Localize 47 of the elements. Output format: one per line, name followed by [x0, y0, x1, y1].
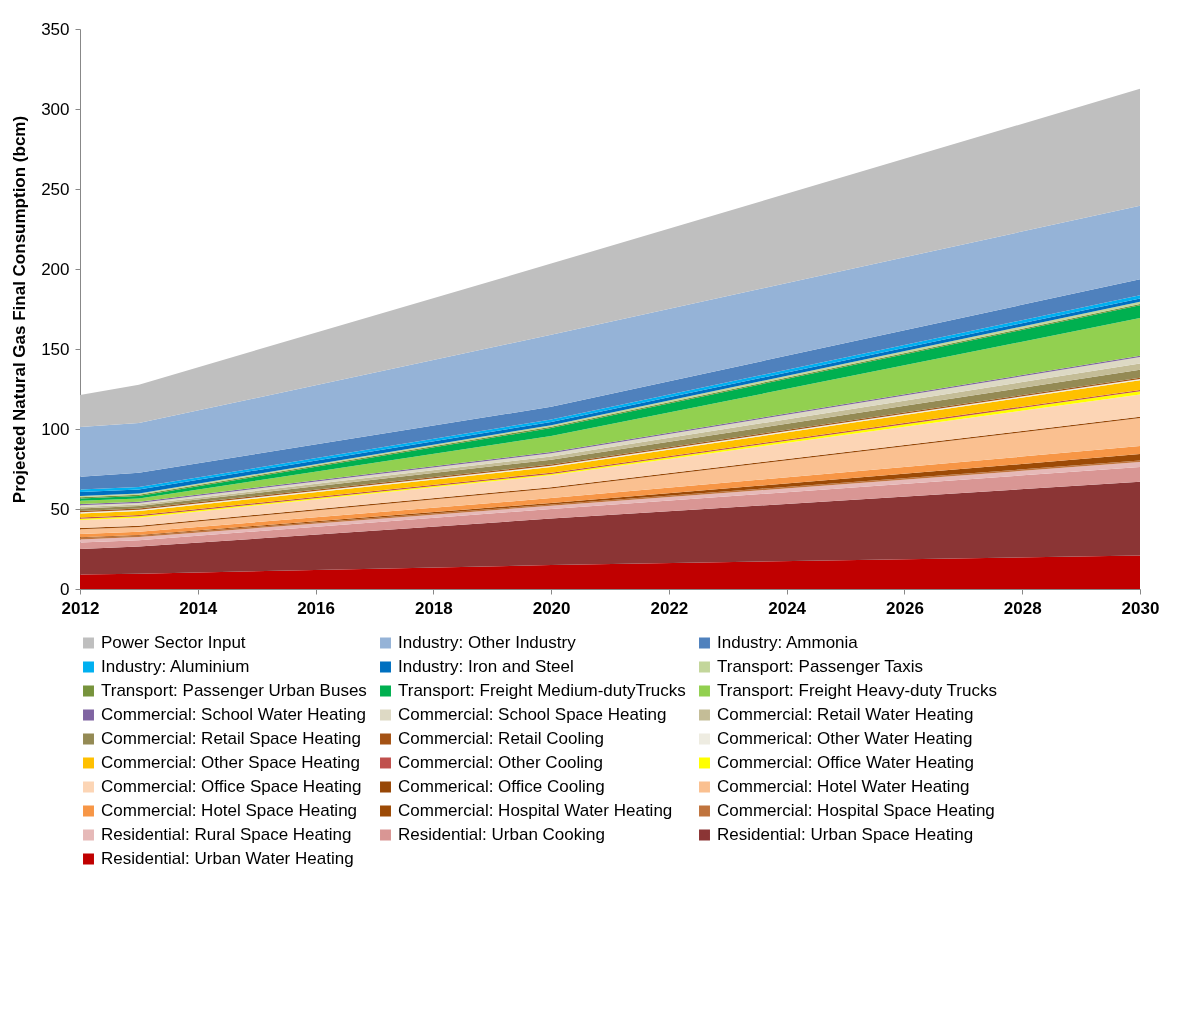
legend-label: Commerical: Other Water Heating — [717, 729, 973, 748]
y-tick-label: 200 — [41, 259, 70, 279]
legend-label: Industry: Iron and Steel — [398, 657, 574, 676]
legend-label: Commercial: Hotel Space Heating — [101, 801, 358, 820]
y-tick-label: 150 — [41, 339, 70, 359]
legend-label: Commercial: Office Water Heating — [717, 753, 974, 772]
x-tick-label: 2030 — [1121, 598, 1160, 618]
y-tick-label: 250 — [41, 179, 70, 199]
y-axis-title: Projected Natural Gas Final Consumption (bcm) — [10, 115, 30, 504]
legend-label: Power Sector Input — [101, 633, 246, 652]
legend-label: Commercial: Other Cooling — [398, 753, 604, 772]
legend-label: Transport: Freight Medium-dutyTrucks — [398, 681, 686, 700]
legend-label: Transport: Passenger Taxis — [717, 657, 923, 676]
legend-label: Residential: Rural Space Heating — [101, 825, 352, 844]
legend-label: Commerical: Office Cooling — [398, 777, 605, 796]
x-tick-label: 2018 — [414, 598, 453, 618]
x-tick-label: 2026 — [886, 598, 924, 618]
x-tick-label: 2014 — [179, 598, 218, 618]
legend-label: Industry: Ammonia — [717, 633, 859, 652]
legend-label: Residential: Urban Space Heating — [717, 825, 974, 844]
y-tick-label: 300 — [41, 99, 70, 119]
legend-label: Commercial: Hospital Water Heating — [398, 801, 673, 820]
legend-label: Commercial: Retail Cooling — [398, 729, 604, 748]
legend-label: Commercial: School Space Heating — [398, 705, 667, 724]
y-tick-label: 0 — [60, 579, 70, 599]
x-tick-label: 2028 — [1003, 598, 1042, 618]
legend-label: Commercial: Hospital Space Heating — [717, 801, 995, 820]
legend-label: Residential: Urban Cooking — [398, 825, 605, 844]
y-tick-label: 100 — [41, 419, 70, 439]
legend-label: Commercial: Retail Space Heating — [101, 729, 361, 748]
legend-label: Commercial: Office Space Heating — [101, 777, 362, 796]
legend-label: Industry: Aluminium — [101, 657, 250, 676]
x-tick-label: 2020 — [532, 598, 571, 618]
legend-label: Transport: Passenger Urban Buses — [101, 681, 367, 700]
legend-label: Commercial: School Water Heating — [101, 705, 366, 724]
legend-label: Transport: Freight Heavy-duty Trucks — [717, 681, 997, 700]
x-tick-label: 2016 — [297, 598, 335, 618]
legend-label: Commercial: Retail Water Heating — [717, 705, 974, 724]
legend-label: Commercial: Other Space Heating — [101, 753, 360, 772]
y-tick-label: 50 — [50, 499, 70, 519]
x-tick-label: 2024 — [768, 598, 807, 618]
x-tick-label: 2012 — [61, 598, 100, 618]
legend-label: Industry: Other Industry — [398, 633, 577, 652]
x-tick-label: 2022 — [650, 598, 689, 618]
legend-label: Commercial: Hotel Water Heating — [717, 777, 970, 796]
y-tick-label: 350 — [41, 19, 70, 39]
legend-label: Residential: Urban Water Heating — [101, 849, 354, 868]
